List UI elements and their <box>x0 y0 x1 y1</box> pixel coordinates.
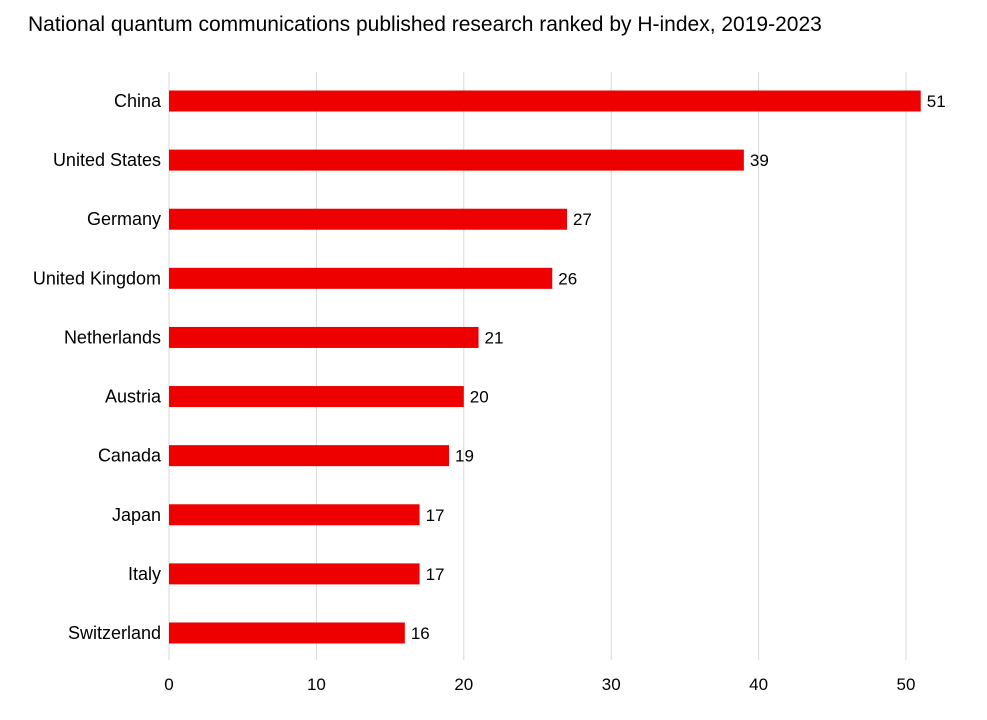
bar <box>169 622 405 644</box>
x-tick-label: 50 <box>897 675 916 694</box>
category-labels: China United States Germany United Kingdom N… <box>33 91 162 643</box>
bar <box>169 326 479 348</box>
x-tick-label: 20 <box>454 675 473 694</box>
value-label: 20 <box>470 388 489 407</box>
bar <box>169 563 420 585</box>
value-label: 27 <box>573 210 592 229</box>
category-label: Canada <box>98 446 162 466</box>
chart-title: National quantum communications publishe… <box>28 13 822 36</box>
x-tick-label: 40 <box>749 675 768 694</box>
value-label: 19 <box>455 447 474 466</box>
bar <box>169 149 744 171</box>
bars <box>169 90 921 644</box>
category-label: Austria <box>105 387 162 407</box>
bar <box>169 386 464 408</box>
value-label: 39 <box>750 151 769 170</box>
value-labels: 51 39 27 26 21 20 19 17 17 16 <box>411 92 946 643</box>
gridlines <box>168 72 907 660</box>
x-tick-label: 10 <box>307 675 326 694</box>
category-label: Switzerland <box>68 623 161 643</box>
category-label: China <box>114 91 162 111</box>
category-label: United States <box>53 150 161 170</box>
bar <box>169 90 921 112</box>
value-label: 21 <box>485 328 504 347</box>
x-tick-label: 0 <box>164 675 173 694</box>
x-tick-label: 30 <box>602 675 621 694</box>
category-label: Netherlands <box>64 327 161 347</box>
bar <box>169 504 420 526</box>
bar <box>169 208 567 230</box>
category-label: Germany <box>87 209 161 229</box>
category-label: Italy <box>128 564 161 584</box>
bar <box>169 445 450 467</box>
bar <box>169 267 553 289</box>
x-axis-tick-labels: 0 10 20 30 40 50 <box>164 675 915 694</box>
value-label: 16 <box>411 624 430 643</box>
value-label: 26 <box>558 269 577 288</box>
value-label: 17 <box>426 506 445 525</box>
category-label: United Kingdom <box>33 268 161 288</box>
value-label: 51 <box>927 92 946 111</box>
value-label: 17 <box>426 565 445 584</box>
category-label: Japan <box>112 505 161 525</box>
